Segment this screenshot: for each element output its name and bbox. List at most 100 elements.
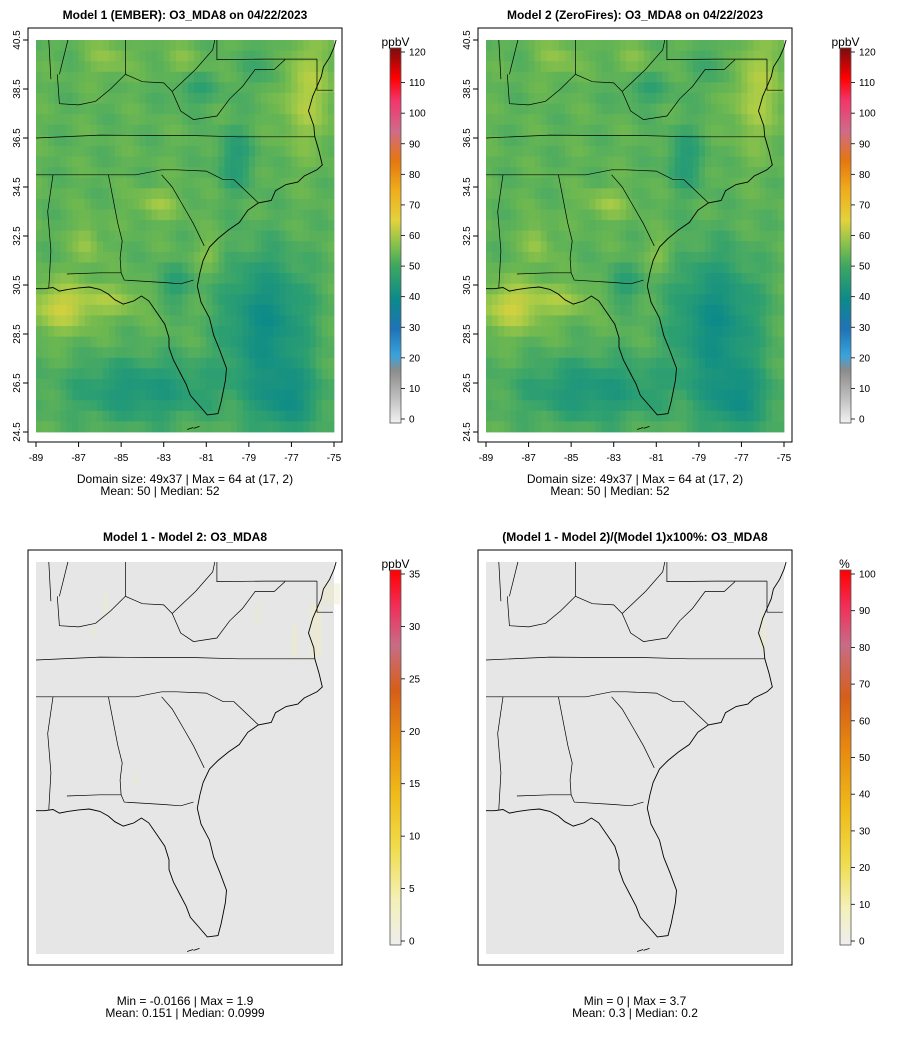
heatmap-cell: [36, 315, 43, 327]
heatmap-cell: [698, 389, 706, 401]
heatmap-cell: [717, 347, 724, 359]
heatmap-cell: [309, 230, 317, 242]
state-border: [48, 39, 52, 80]
heatmap-cell: [261, 124, 268, 136]
heatmap-cell: [735, 368, 742, 380]
heatmap-cell: [127, 92, 134, 104]
heatmap-cell: [589, 326, 596, 338]
heatmap-cell: [315, 379, 323, 391]
heatmap-cell: [175, 294, 183, 306]
heatmap-cell: [698, 368, 706, 380]
heatmap-cell: [747, 357, 754, 369]
heatmap-cell: [486, 347, 493, 359]
heatmap-cell: [309, 400, 317, 412]
heatmap-cell: [151, 103, 159, 115]
heatmap-cell: [565, 304, 572, 316]
heatmap-cell: [765, 209, 773, 221]
heatmap-cell: [133, 773, 140, 785]
heatmap-cell: [230, 135, 238, 147]
heatmap-cell: [303, 283, 311, 295]
heatmap-cell: [771, 177, 779, 189]
heatmap-cell: [650, 114, 657, 126]
heatmap-cell: [96, 326, 104, 338]
heatmap-cell: [115, 61, 122, 73]
heatmap-cell: [267, 410, 274, 422]
heatmap-cell: [309, 304, 317, 316]
heatmap-cell: [613, 230, 621, 242]
heatmap-cell: [765, 294, 773, 306]
heatmap-cell: [558, 241, 566, 253]
heatmap-cell: [181, 294, 189, 306]
heatmap-cell: [72, 400, 79, 412]
heatmap-cell: [692, 124, 700, 136]
heatmap-cell: [735, 92, 742, 104]
heatmap-cell: [571, 114, 578, 126]
heatmap-cell: [242, 40, 250, 51]
heatmap-cell: [540, 92, 548, 104]
heatmap-cell: [656, 368, 663, 380]
heatmap-cell: [729, 347, 736, 359]
heatmap-cell: [121, 82, 128, 94]
heatmap-cell: [181, 156, 189, 168]
heatmap-cell: [492, 283, 499, 295]
heatmap-cell: [613, 156, 621, 168]
state-border: [621, 59, 736, 120]
heatmap-cell: [771, 61, 779, 73]
heatmap-cell: [279, 209, 286, 221]
heatmap-cell: [492, 198, 499, 210]
heatmap-cell: [224, 71, 232, 83]
heatmap-cell: [218, 230, 225, 242]
heatmap-cell: [558, 82, 566, 94]
heatmap-cell: [504, 421, 511, 433]
heatmap-cell: [273, 156, 280, 168]
heatmap-cell: [607, 241, 615, 253]
heatmap-cell: [194, 40, 201, 51]
heatmap-cell: [704, 262, 712, 274]
heatmap-cell: [698, 262, 706, 274]
heatmap-cell: [108, 71, 116, 83]
heatmap-cell: [206, 273, 213, 285]
heatmap-cell: [498, 209, 505, 221]
heatmap-cell: [650, 379, 657, 391]
heatmap-cell: [285, 114, 292, 126]
heatmap-cell: [741, 124, 748, 136]
heatmap-cell: [741, 326, 748, 338]
heatmap-cell: [680, 103, 688, 115]
heatmap-cell: [36, 82, 43, 94]
heatmap-cell: [121, 177, 128, 189]
heatmap-cell: [90, 251, 98, 263]
heatmap-cell: [321, 273, 329, 285]
heatmap-cell: [248, 336, 256, 348]
heatmap-cell: [546, 124, 554, 136]
heatmap-cell: [522, 124, 529, 136]
heatmap-cell: [115, 103, 122, 115]
heatmap-cell: [84, 389, 92, 401]
heatmap-cell: [510, 71, 517, 83]
heatmap-cell: [729, 114, 736, 126]
heatmap-cell: [181, 103, 189, 115]
heatmap-cell: [492, 400, 499, 412]
heatmap-cell: [188, 400, 195, 412]
heatmap-cell: [242, 82, 250, 94]
heatmap-cell: [759, 82, 767, 94]
heatmap-cell: [565, 251, 572, 263]
heatmap-cell: [546, 50, 554, 62]
heatmap-cell: [212, 421, 219, 433]
heatmap-cell: [589, 82, 596, 94]
heatmap-cell: [516, 92, 523, 104]
heatmap-cell: [607, 220, 615, 232]
heatmap-cell: [42, 220, 49, 232]
heatmap-cell: [650, 357, 657, 369]
heatmap-cell: [704, 92, 712, 104]
heatmap-cell: [230, 357, 238, 369]
heatmap-cell: [723, 114, 730, 126]
heatmap-cell: [571, 368, 578, 380]
heatmap-cell: [194, 135, 201, 147]
heatmap-cell: [528, 273, 536, 285]
heatmap-cell: [90, 209, 98, 221]
heatmap-cell: [747, 241, 754, 253]
heatmap-cell: [662, 156, 669, 168]
heatmap-cell: [60, 209, 67, 221]
heatmap-cell: [285, 50, 292, 62]
heatmap-cell: [181, 357, 189, 369]
